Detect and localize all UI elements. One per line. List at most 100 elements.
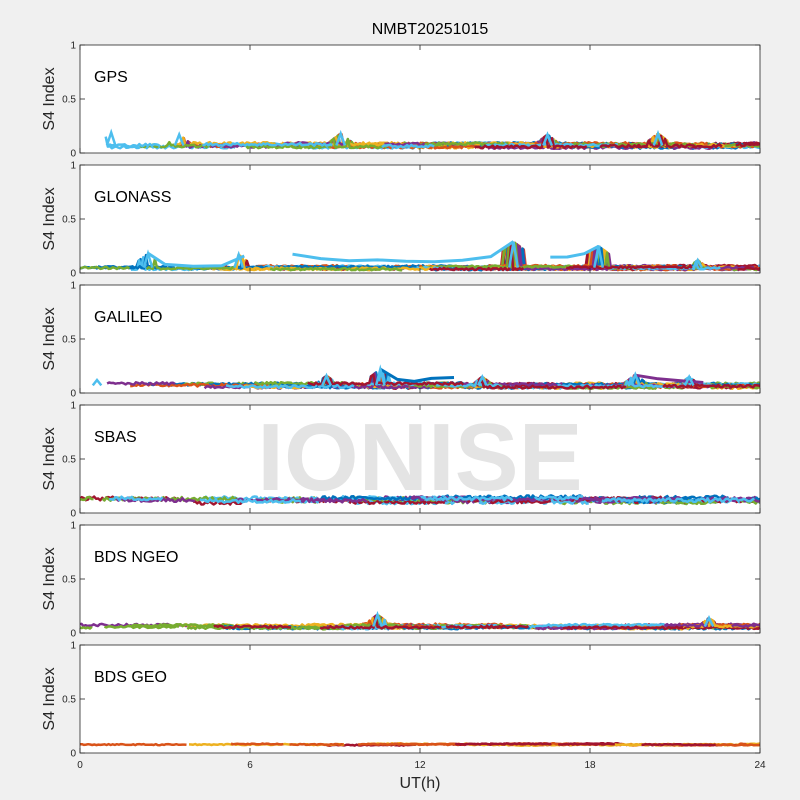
spike-mark	[173, 131, 185, 146]
axes-background	[80, 405, 760, 513]
y-axis-label: S4 Index	[41, 427, 58, 490]
spike-mark	[105, 128, 117, 146]
series-line	[601, 497, 755, 504]
series-line	[428, 242, 525, 272]
series-line	[489, 498, 552, 505]
spike-mark	[372, 610, 383, 627]
highlight-arc-line	[147, 251, 245, 268]
panel-0: 0 0.5 1 S4 Index GPS	[41, 41, 761, 160]
spike-mark	[692, 257, 703, 269]
highlight-arc-line	[379, 367, 455, 383]
series-line	[186, 625, 342, 631]
panel-label: BDS GEO	[94, 669, 167, 686]
spike-mark	[142, 249, 154, 268]
series-line	[442, 241, 574, 269]
series-line	[422, 495, 514, 502]
axes-background	[80, 45, 760, 153]
panel-label: GALILEO	[94, 309, 162, 326]
series-line	[662, 622, 709, 628]
series-line	[80, 742, 187, 747]
spike-mark	[321, 372, 332, 386]
series-line	[202, 141, 333, 147]
y-tick-label: 0.5	[62, 215, 76, 226]
x-tick-label: 6	[247, 760, 253, 771]
spike-mark	[629, 371, 641, 386]
y-tick-label: 1	[70, 401, 76, 412]
y-tick-label: 0	[70, 389, 76, 400]
panel-3: 0 0.5 1 S4 Index SBAS	[41, 401, 761, 520]
series-line	[300, 497, 368, 504]
y-tick-label: 0	[70, 269, 76, 280]
series-line	[80, 495, 94, 502]
series-group	[80, 494, 760, 506]
series-line	[745, 496, 760, 502]
series-line	[230, 742, 284, 746]
series-group	[80, 610, 760, 631]
series-line	[145, 257, 235, 271]
panels-group: 0 0.5 1 S4 Index GPS 0 0.5 1 S4 Index GLONASS 0 0.5…	[41, 41, 766, 772]
panel-label: SBAS	[94, 429, 137, 446]
panel-1: 0 0.5 1 S4 Index GLONASS	[41, 161, 761, 280]
y-tick-label: 0.5	[62, 575, 76, 586]
panel-4: 0 0.5 1 S4 Index BDS NGEO	[41, 521, 761, 640]
spike-mark	[476, 373, 488, 386]
y-tick-label: 0.5	[62, 695, 76, 706]
x-tick-label: 0	[77, 760, 83, 771]
figure-title: NMBT20251015	[372, 21, 489, 38]
y-tick-label: 0	[70, 629, 76, 640]
series-line	[476, 376, 627, 390]
series-line	[106, 381, 176, 387]
y-tick-label: 0.5	[62, 455, 76, 466]
series-line	[641, 742, 717, 747]
y-tick-label: 1	[70, 641, 76, 652]
series-line	[107, 142, 161, 148]
series-line	[445, 624, 530, 630]
series-group	[91, 364, 760, 391]
axes-background	[80, 165, 760, 273]
spike-mark	[593, 245, 605, 268]
series-line	[565, 264, 693, 270]
spike-mark	[542, 131, 553, 146]
series-line	[269, 266, 403, 272]
series-line	[553, 137, 697, 148]
series-line	[735, 142, 760, 148]
series-line	[109, 495, 164, 502]
x-tick-label: 18	[584, 760, 596, 771]
spike-mark	[508, 241, 520, 268]
x-axis-label: UT(h)	[400, 775, 441, 792]
panel-2: 0 0.5 1 S4 Index GALILEO	[41, 281, 761, 400]
spike-mark	[91, 377, 103, 387]
y-axis-label: S4 Index	[41, 307, 58, 370]
series-line	[80, 625, 93, 630]
spike-mark	[703, 615, 715, 628]
series-line	[741, 498, 760, 505]
x-tick-label: 24	[754, 760, 766, 771]
spike-mark	[374, 364, 386, 386]
series-line	[381, 143, 435, 149]
axes-background	[80, 285, 760, 393]
series-line	[665, 263, 760, 269]
y-tick-label: 1	[70, 41, 76, 52]
panel-label: GLONASS	[94, 189, 171, 206]
series-group	[104, 128, 760, 150]
y-tick-label: 1	[70, 521, 76, 532]
highlight-arc-line	[292, 240, 515, 264]
axes-background	[80, 525, 760, 633]
series-line	[731, 623, 760, 628]
spike-mark	[233, 250, 245, 268]
series-line	[737, 266, 760, 271]
y-tick-label: 0.5	[62, 95, 76, 106]
y-tick-label: 0	[70, 749, 76, 760]
series-line	[542, 622, 665, 628]
panel-label: GPS	[94, 69, 128, 86]
series-line	[104, 624, 180, 630]
y-axis-label: S4 Index	[41, 667, 58, 730]
series-line	[199, 497, 321, 504]
panel-label: BDS NGEO	[94, 549, 178, 566]
series-line	[319, 614, 442, 630]
series-group	[80, 240, 760, 272]
series-line	[243, 137, 388, 150]
spike-mark	[683, 373, 695, 386]
